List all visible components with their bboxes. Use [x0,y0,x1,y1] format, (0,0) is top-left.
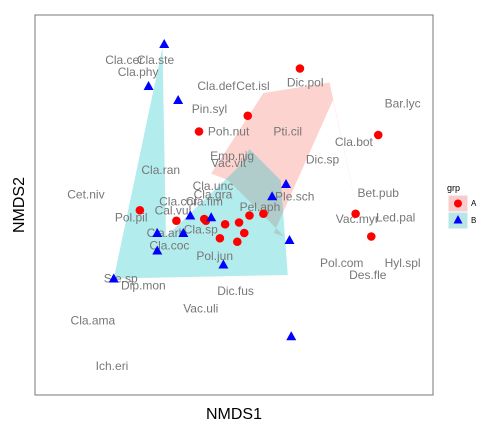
species-label: Cet.niv [67,188,104,202]
species-label: Cla.bot [335,135,374,149]
species-label: Pol.jun [196,249,233,263]
site-point-b [108,273,119,283]
site-point-a [366,232,376,241]
species-label: Des.fle [349,268,387,282]
legend-marker-a [454,199,462,208]
species-label: Pel.aph [240,200,281,214]
site-point-b [281,179,292,188]
site-point-a [243,111,253,121]
species-label: Cla.def [197,79,236,93]
site-point-a [239,228,249,238]
species-label: Emp.nig [210,149,254,163]
species-label: Ple.sch [275,189,314,203]
site-point-a [220,219,230,229]
site-point-a [373,130,383,140]
site-point-a [194,127,204,136]
species-label: Vac.vit [211,156,247,170]
species-label: Pol.com [320,256,363,270]
species-label: Poh.nut [208,125,250,139]
species-label: Dip.mon [121,279,166,293]
site-point-b [152,228,163,237]
species-label: Hyl.spl [385,256,421,270]
site-point-a [135,205,145,215]
hull-b [113,47,288,279]
site-point-b [152,245,163,255]
site-point-a [259,209,268,219]
species-label: Cla.ste [137,53,175,67]
site-point-a [245,211,254,220]
species-label: Dic.sp [306,153,340,167]
site-point-b [178,228,189,237]
site-point-b [267,191,278,201]
site-point-b [284,235,295,244]
species-label: Dic.pol [287,76,324,90]
site-point-b [173,95,184,104]
species-label: Vac.myr [336,212,379,226]
species-label: Pti.cil [273,125,302,139]
site-point-a [351,209,360,219]
species-label: Cla.unc [193,179,234,193]
site-point-b [206,212,217,222]
site-point-b [159,39,170,48]
site-point-a [233,237,242,247]
legend-marker-b [453,215,463,224]
species-label: Cla.gra [194,188,233,202]
species-label: Cla.cer [105,53,143,67]
legend-label-b: B [471,216,476,225]
site-point-a [295,64,305,73]
species-label: Led.pal [376,210,415,224]
species-label: Bar.lyc [385,97,421,111]
species-label: Cla.coc [149,238,189,252]
site-point-b [185,210,196,220]
species-label: Cal.vul [155,203,192,217]
site-point-b [218,259,229,269]
species-label: Vac.uli [183,301,218,315]
legend: grp A B [447,183,477,230]
species-label: Cla.ama [71,314,116,328]
site-point-layer [108,39,383,341]
species-label: Cla.sp [184,223,218,237]
species-label: Cet.isl [236,79,269,93]
site-point-a [172,216,181,226]
x-axis-title: NMDS1 [206,406,262,423]
site-point-a [215,233,225,243]
species-label: Cla.cor [159,195,197,209]
species-label: Cla.fim [186,195,223,209]
site-point-a [234,218,244,227]
species-label: Pin.syl [192,102,227,116]
hull-layer [113,47,372,279]
plot-panel [34,14,434,396]
legend-title: grp [447,183,460,193]
legend-label-a: A [471,199,477,208]
species-label: Bet.pub [358,186,400,200]
site-point-b [286,331,297,341]
site-point-b [143,81,154,90]
species-label: Cla.ran [141,163,180,177]
species-label: Cla.phy [118,65,159,79]
species-label: Ich.eri [96,359,129,373]
species-label: Dic.fus [217,284,254,298]
hull-a [211,82,372,275]
y-axis-title: NMDS2 [11,177,28,233]
